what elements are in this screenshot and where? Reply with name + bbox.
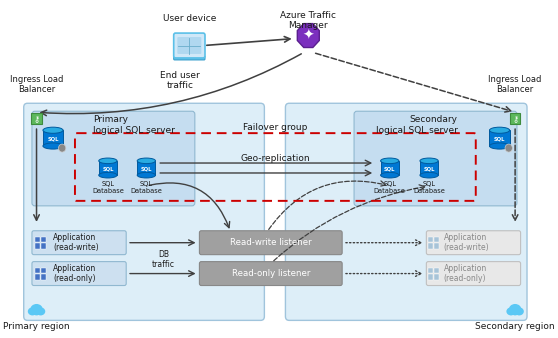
Bar [434, 268, 439, 273]
Text: SQL: SQL [102, 167, 114, 171]
Text: SQL
Database: SQL Database [374, 181, 406, 194]
Ellipse shape [137, 158, 156, 164]
Text: ⚷: ⚷ [33, 114, 40, 123]
FancyBboxPatch shape [426, 262, 521, 286]
Text: SQL
Database: SQL Database [413, 181, 445, 194]
Bar [428, 274, 433, 280]
Bar [428, 237, 433, 242]
Bar [434, 243, 439, 249]
Text: DB
traffic: DB traffic [152, 250, 175, 269]
FancyBboxPatch shape [174, 56, 205, 60]
Ellipse shape [506, 307, 516, 315]
Bar [35, 243, 40, 249]
FancyBboxPatch shape [32, 262, 126, 286]
Bar [420, 161, 438, 175]
FancyBboxPatch shape [199, 231, 342, 255]
Bar [35, 274, 40, 280]
Ellipse shape [420, 172, 438, 178]
Text: SQL: SQL [384, 167, 396, 171]
Text: Secondary
logical SQL server: Secondary logical SQL server [376, 116, 458, 135]
Bar [35, 268, 40, 273]
FancyBboxPatch shape [177, 37, 201, 54]
Circle shape [505, 144, 512, 152]
Ellipse shape [36, 307, 45, 315]
FancyBboxPatch shape [174, 33, 205, 58]
Bar [137, 161, 156, 175]
Text: User device: User device [163, 14, 216, 23]
Circle shape [59, 144, 66, 152]
Ellipse shape [43, 127, 63, 133]
FancyBboxPatch shape [32, 231, 126, 255]
Bar [428, 243, 433, 249]
Text: Geo-replication: Geo-replication [240, 153, 310, 163]
Bar [41, 274, 46, 280]
Text: SQL: SQL [494, 137, 506, 142]
Ellipse shape [381, 172, 399, 178]
Bar [41, 268, 46, 273]
Text: SQL
Database: SQL Database [131, 181, 162, 194]
Bar [35, 237, 40, 242]
Text: End user
traffic: End user traffic [160, 71, 200, 90]
Bar [381, 161, 399, 175]
Text: Application
(read-write): Application (read-write) [53, 233, 99, 252]
Text: Primary
logical SQL server: Primary logical SQL server [93, 116, 175, 135]
Bar [41, 237, 46, 242]
Text: Ingress Load
Balancer: Ingress Load Balancer [10, 75, 63, 94]
Bar [43, 130, 63, 146]
Text: Ingress Load
Balancer: Ingress Load Balancer [488, 75, 542, 94]
Text: Read-only listener: Read-only listener [232, 269, 310, 278]
Ellipse shape [511, 307, 519, 315]
Ellipse shape [489, 143, 509, 149]
Bar [428, 268, 433, 273]
Bar [434, 237, 439, 242]
Text: SQL: SQL [47, 137, 59, 142]
Ellipse shape [43, 143, 63, 149]
Ellipse shape [30, 304, 43, 315]
FancyBboxPatch shape [286, 103, 527, 320]
Text: SQL
Database: SQL Database [92, 181, 124, 194]
Bar [99, 161, 117, 175]
Text: Application
(read-write): Application (read-write) [444, 233, 489, 252]
Ellipse shape [420, 158, 438, 164]
Ellipse shape [137, 172, 156, 178]
Bar [41, 243, 46, 249]
Ellipse shape [509, 304, 521, 315]
Bar [434, 274, 439, 280]
Text: SQL: SQL [141, 167, 152, 171]
Ellipse shape [489, 127, 509, 133]
FancyBboxPatch shape [426, 231, 521, 255]
Text: Secondary region: Secondary region [475, 322, 555, 331]
FancyBboxPatch shape [24, 103, 264, 320]
Ellipse shape [514, 307, 524, 315]
Text: SQL: SQL [424, 167, 435, 171]
Text: Application
(read-only): Application (read-only) [53, 264, 96, 283]
FancyBboxPatch shape [32, 111, 195, 206]
Text: Read-write listener: Read-write listener [230, 238, 311, 247]
Ellipse shape [99, 172, 117, 178]
FancyBboxPatch shape [354, 111, 517, 206]
Bar [489, 130, 509, 146]
Text: ⚷: ⚷ [512, 114, 518, 123]
Ellipse shape [99, 158, 117, 164]
Ellipse shape [32, 307, 41, 315]
Text: ✦: ✦ [302, 28, 314, 43]
Text: Application
(read-only): Application (read-only) [444, 264, 487, 283]
Text: Azure Traffic
Manager: Azure Traffic Manager [280, 11, 336, 30]
Text: Primary region: Primary region [3, 322, 70, 331]
Text: Failover group: Failover group [243, 123, 307, 132]
Ellipse shape [28, 307, 37, 315]
Ellipse shape [381, 158, 399, 164]
FancyBboxPatch shape [199, 262, 342, 286]
